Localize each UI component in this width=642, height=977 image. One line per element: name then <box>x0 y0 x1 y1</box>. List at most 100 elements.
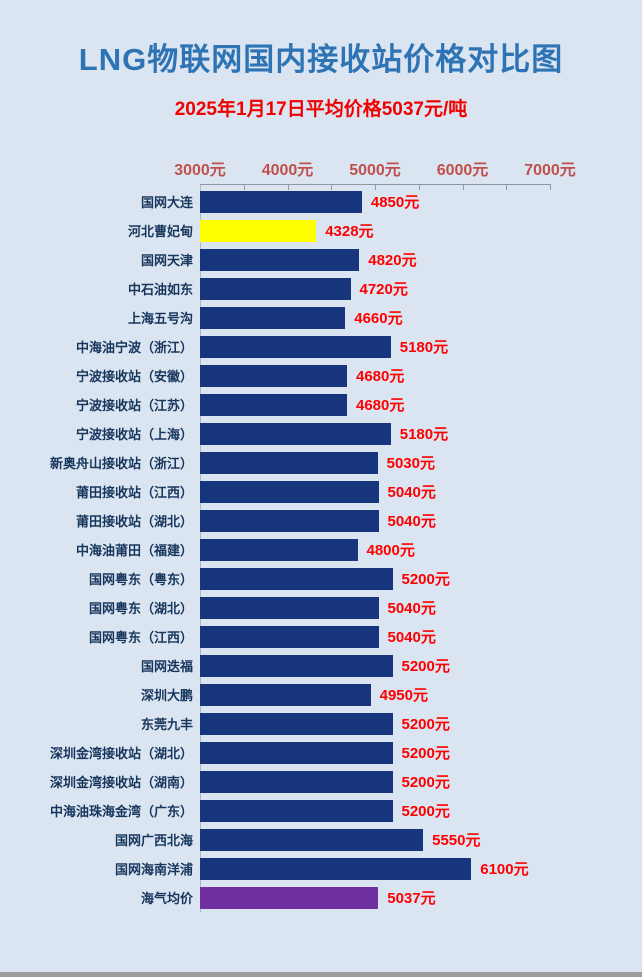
station-label: 莆田接收站（江西） <box>75 485 193 500</box>
station-label: 国网迭福 <box>140 659 193 674</box>
chart-row: 国网海南洋浦 6100元 <box>0 854 642 883</box>
price-value-label: 4720元 <box>359 281 408 298</box>
station-label: 宁波接收站（安徽） <box>75 369 193 384</box>
price-bar <box>200 886 379 909</box>
x-axis-tick-label: 7000元 <box>524 162 576 179</box>
station-label: 中石油如东 <box>127 282 193 297</box>
price-value-label: 4800元 <box>366 542 415 559</box>
price-value-label: 5180元 <box>399 339 449 356</box>
station-label: 国网粤东（粤东） <box>88 572 193 587</box>
station-label: 国网广西北海 <box>114 833 193 848</box>
price-bar <box>200 451 378 474</box>
chart-row: 国网大连 4850元 <box>0 187 642 216</box>
chart-row: 河北曹妃甸 4328元 <box>0 216 642 245</box>
chart-row: 国网粤东（粤东） 5200元 <box>0 564 642 593</box>
x-axis-tick-label: 5000元 <box>349 162 401 179</box>
x-axis-tick <box>550 185 551 190</box>
price-value-label: 5040元 <box>387 484 436 501</box>
price-bar <box>200 364 347 387</box>
chart-row: 宁波接收站（江苏） 4680元 <box>0 390 642 419</box>
station-label: 新奥舟山接收站（浙江） <box>49 456 193 471</box>
price-value-label: 5200元 <box>401 716 450 733</box>
price-value-label: 5550元 <box>432 832 481 849</box>
chart-row: 海气均价 5037元 <box>0 883 642 912</box>
station-label: 深圳金湾接收站（湖北） <box>49 746 193 761</box>
x-axis-tick <box>287 185 289 190</box>
station-label: 国网大连 <box>140 195 193 210</box>
price-value-label: 5037元 <box>387 890 436 907</box>
price-value-label: 5040元 <box>387 600 436 617</box>
price-bar <box>200 219 317 242</box>
price-bar <box>200 654 393 677</box>
x-axis-tick <box>506 185 508 190</box>
chart-row: 东莞九丰 5200元 <box>0 709 642 738</box>
price-bar <box>200 248 360 271</box>
station-label: 国网粤东（湖北） <box>88 601 193 616</box>
price-bar <box>200 625 379 648</box>
price-bar <box>200 190 362 213</box>
price-value-label: 4950元 <box>379 687 428 704</box>
price-bar <box>200 712 393 735</box>
price-value-label: 4328元 <box>325 223 374 240</box>
price-bar <box>200 770 393 793</box>
price-bar <box>200 480 379 503</box>
x-axis-tick <box>243 185 245 190</box>
price-value-label: 4680元 <box>356 397 405 414</box>
station-label: 宁波接收站（上海） <box>75 427 193 442</box>
chart-row: 国网广西北海 5550元 <box>0 825 642 854</box>
x-axis-tick <box>331 185 333 190</box>
station-label: 莆田接收站（湖北） <box>75 514 193 529</box>
chart-row: 上海五号沟 4660元 <box>0 303 642 332</box>
x-axis-line <box>200 184 551 190</box>
chart-row: 深圳金湾接收站（湖南） 5200元 <box>0 767 642 796</box>
station-label: 中海油宁波（浙江） <box>75 340 193 355</box>
chart-row: 国网天津 4820元 <box>0 245 642 274</box>
x-axis-tick-label: 4000元 <box>261 162 314 179</box>
price-bar <box>200 335 391 358</box>
station-label: 海气均价 <box>140 891 193 906</box>
price-bar <box>200 567 393 590</box>
price-value-label: 4820元 <box>368 252 417 269</box>
price-bar <box>200 741 393 764</box>
chart-row: 深圳金湾接收站（湖北） 5200元 <box>0 738 642 767</box>
price-value-label: 5200元 <box>401 774 450 791</box>
chart-row: 中海油莆田（福建） 4800元 <box>0 535 642 564</box>
price-bar <box>200 683 371 706</box>
price-bar <box>200 538 358 561</box>
price-value-label: 4850元 <box>370 194 420 211</box>
station-label: 深圳大鹏 <box>140 688 193 703</box>
price-value-label: 5200元 <box>401 803 450 820</box>
price-bar <box>200 799 393 822</box>
x-axis-tick <box>462 185 464 190</box>
station-label: 宁波接收站（江苏） <box>75 398 193 413</box>
price-value-label: 5200元 <box>401 745 450 762</box>
x-axis-tick-label: 3000元 <box>174 162 226 179</box>
chart-row: 深圳大鹏 4950元 <box>0 680 642 709</box>
price-value-label: 5200元 <box>401 658 450 675</box>
station-label: 国网天津 <box>140 253 193 268</box>
x-axis-tick <box>375 185 376 190</box>
chart-row: 宁波接收站（上海） 5180元 <box>0 419 642 448</box>
station-label: 中海油珠海金湾（广东） <box>49 804 193 819</box>
chart-row: 中石油如东 4720元 <box>0 274 642 303</box>
station-label: 中海油莆田（福建） <box>75 543 193 558</box>
price-bar <box>200 393 347 416</box>
price-bar <box>200 422 391 445</box>
price-value-label: 5040元 <box>387 513 436 530</box>
chart-row: 国网粤东（湖北） 5040元 <box>0 593 642 622</box>
price-value-label: 5040元 <box>387 629 436 646</box>
chart-row: 中海油珠海金湾（广东） 5200元 <box>0 796 642 825</box>
footer-band <box>0 972 642 977</box>
x-axis-tick <box>418 185 420 190</box>
chart-row: 国网粤东（江西） 5040元 <box>0 622 642 651</box>
price-value-label: 6100元 <box>480 861 529 878</box>
station-label: 国网海南洋浦 <box>114 862 193 877</box>
page-subtitle: 2025年1月17日平均价格5037元/吨 <box>174 99 468 120</box>
station-label: 上海五号沟 <box>127 311 193 326</box>
price-bar <box>200 596 379 619</box>
chart-row: 莆田接收站（江西） 5040元 <box>0 477 642 506</box>
price-bar <box>200 828 424 851</box>
chart-row: 莆田接收站（湖北） 5040元 <box>0 506 642 535</box>
